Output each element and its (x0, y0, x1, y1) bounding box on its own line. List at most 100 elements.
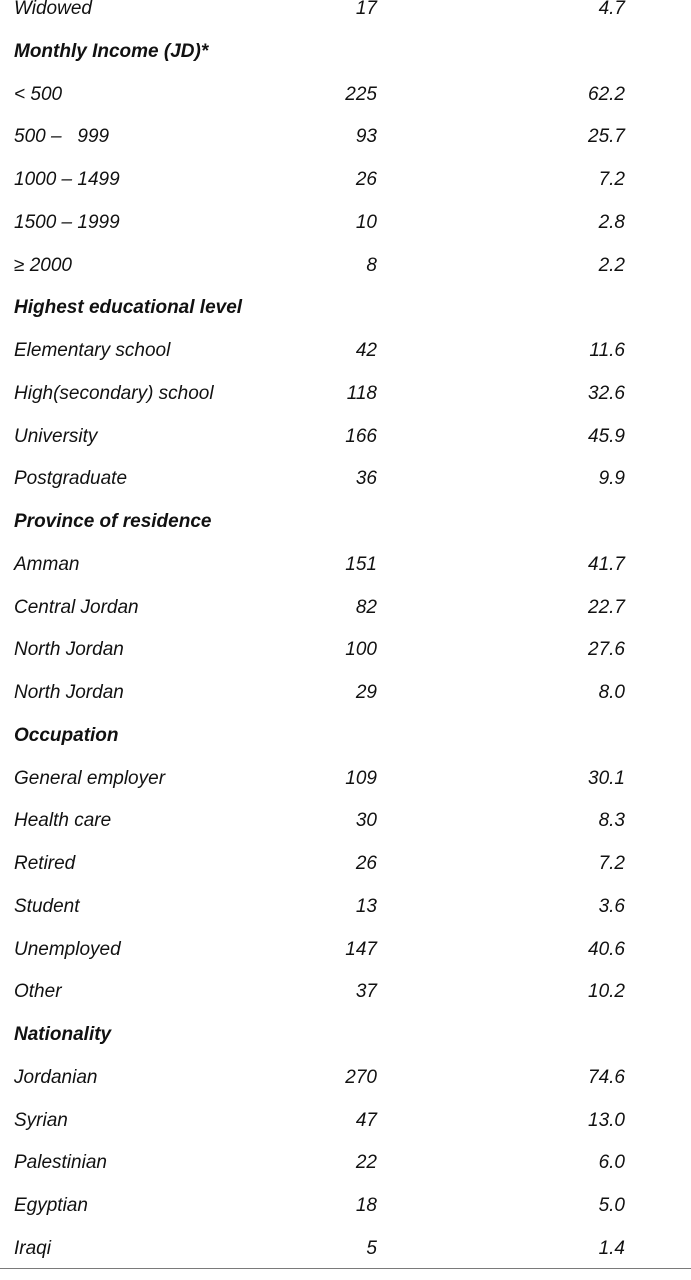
percent-cell: 74.6 (588, 1066, 625, 1088)
count-cell: 151 (345, 553, 377, 575)
row-label: Retired (14, 853, 76, 874)
percent-cell: 3.6 (598, 895, 625, 917)
row-label: Egyptian (14, 1195, 88, 1216)
percent-cell: 5.0 (598, 1195, 625, 1216)
percent-cell: 8.0 (598, 682, 625, 703)
count-cell: 22 (355, 1152, 377, 1174)
section-heading-row: Nationality (0, 1020, 691, 1050)
percent-cell: 2.8 (598, 211, 625, 233)
row-label: High(secondary) school (14, 382, 214, 404)
row-label: University (14, 425, 98, 447)
table-row: 1500 – 1999 10 2.8 (0, 208, 691, 238)
percent-cell: 10.2 (588, 981, 625, 1003)
table-row: 500 – 999 93 25.7 (0, 122, 691, 152)
table-row: 1000 – 1499 26 7.2 (0, 165, 691, 195)
row-label: Widowed (14, 0, 92, 19)
percent-cell: 22.7 (588, 596, 625, 618)
table-row: North Jordan 29 8.0 (0, 678, 691, 708)
row-label: ≥ 2000 (14, 254, 72, 276)
row-label: Health care (14, 810, 112, 832)
table-row: Palestinian 22 6.0 (0, 1148, 691, 1178)
table-row: General employer 109 30.1 (0, 764, 691, 794)
row-label: Other (14, 981, 62, 1003)
table-row: Central Jordan 82 22.7 (0, 593, 691, 623)
count-cell: 8 (366, 254, 377, 276)
table-row: Amman 151 41.7 (0, 550, 691, 580)
table-row: Other 37 10.2 (0, 977, 691, 1007)
row-label: 1000 – 1499 (14, 169, 120, 190)
row-label: Postgraduate (14, 468, 128, 490)
count-cell: 166 (345, 425, 377, 447)
table-bottom-rule (0, 1268, 691, 1269)
table-row: < 500 225 62.2 (0, 80, 691, 110)
row-label: Iraqi (14, 1237, 51, 1259)
row-label: North Jordan (14, 639, 124, 661)
table-row: Elementary school 42 11.6 (0, 336, 691, 366)
count-cell: 18 (355, 1195, 377, 1216)
table-row: Student 13 3.6 (0, 892, 691, 922)
percent-cell: 4.7 (598, 0, 625, 19)
count-cell: 109 (345, 767, 377, 789)
section-heading: Nationality (14, 1024, 112, 1045)
percent-cell: 13.0 (588, 1109, 625, 1131)
count-cell: 36 (355, 468, 377, 490)
section-heading-row: Occupation (0, 721, 691, 751)
table-row: Unemployed 147 40.6 (0, 935, 691, 965)
percent-cell: 7.2 (598, 853, 625, 874)
table-row: North Jordan 100 27.6 (0, 635, 691, 665)
row-label: Palestinian (14, 1152, 107, 1174)
row-label: North Jordan (14, 682, 124, 703)
row-label: General employer (14, 767, 166, 789)
percent-cell: 25.7 (588, 126, 625, 148)
table-row: Retired 26 7.2 (0, 849, 691, 879)
count-cell: 270 (345, 1066, 377, 1088)
row-label: Unemployed (14, 938, 121, 960)
count-cell: 29 (355, 682, 377, 703)
count-cell: 26 (355, 169, 377, 190)
row-label: < 500 (14, 83, 63, 105)
count-cell: 147 (345, 938, 377, 960)
section-heading: Province of residence (14, 511, 212, 532)
count-cell: 10 (355, 211, 377, 233)
count-cell: 17 (355, 0, 377, 19)
section-heading: Highest educational level (14, 297, 243, 319)
table-row: Health care 30 8.3 (0, 806, 691, 836)
percent-cell: 27.6 (588, 639, 625, 661)
count-cell: 82 (355, 596, 377, 618)
count-cell: 5 (366, 1237, 377, 1259)
section-heading-row: Monthly Income (JD)* (0, 37, 691, 67)
count-cell: 225 (345, 83, 377, 105)
table-row: Syrian 47 13.0 (0, 1106, 691, 1136)
section-heading: Monthly Income (JD)* (14, 40, 209, 62)
table-row: Egyptian 18 5.0 (0, 1191, 691, 1221)
table-row: University 166 45.9 (0, 422, 691, 452)
count-cell: 37 (355, 981, 377, 1003)
section-heading: Occupation (14, 724, 119, 746)
row-label: 500 – 999 (14, 126, 110, 148)
percent-cell: 2.2 (598, 254, 625, 276)
percent-cell: 41.7 (588, 553, 625, 575)
count-cell: 100 (345, 639, 377, 661)
percent-cell: 45.9 (588, 425, 625, 447)
count-cell: 26 (355, 853, 377, 874)
percent-cell: 11.6 (589, 340, 625, 361)
percent-cell: 62.2 (588, 83, 625, 105)
percent-cell: 7.2 (598, 169, 625, 190)
count-cell: 13 (355, 895, 377, 917)
section-heading-row: Province of residence (0, 507, 691, 537)
count-cell: 42 (355, 340, 377, 361)
percent-cell: 1.4 (598, 1237, 625, 1259)
row-label: Amman (14, 553, 80, 575)
table-row: ≥ 2000 8 2.2 (0, 251, 691, 281)
percent-cell: 6.0 (598, 1152, 625, 1174)
percent-cell: 32.6 (588, 382, 625, 404)
table-row: Iraqi 5 1.4 (0, 1234, 691, 1264)
percent-cell: 40.6 (588, 938, 625, 960)
row-label: Student (14, 895, 80, 917)
table-row: Postgraduate 36 9.9 (0, 464, 691, 494)
row-label: Elementary school (14, 340, 171, 361)
percent-cell: 8.3 (598, 810, 625, 832)
table-row: Jordanian 270 74.6 (0, 1063, 691, 1093)
row-label: 1500 – 1999 (14, 211, 120, 233)
table-row: Widowed 17 4.7 (0, 0, 691, 24)
